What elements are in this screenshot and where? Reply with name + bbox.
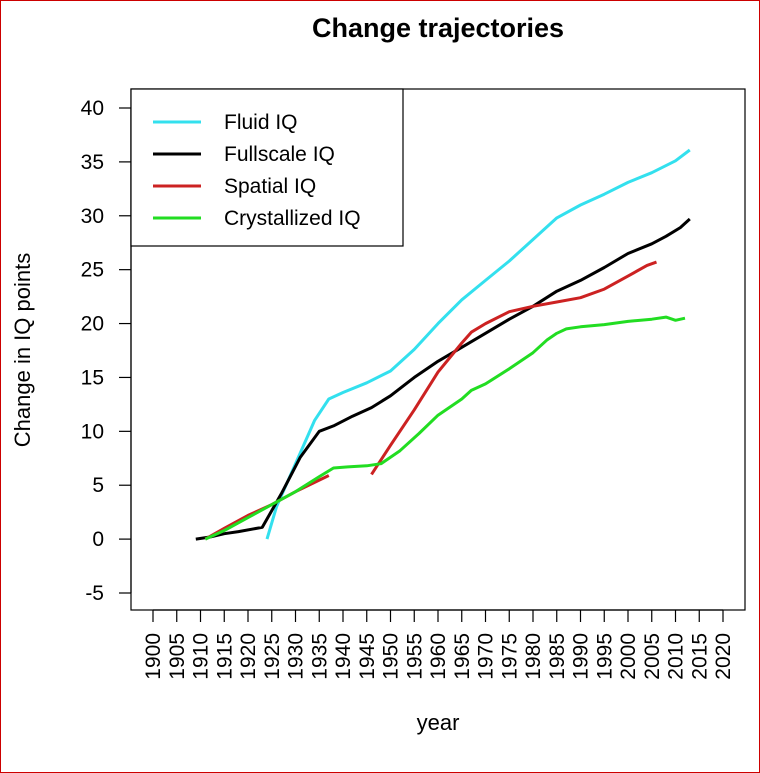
y-tick-label: 20 [81,313,104,336]
x-tick-label: 1995 [593,633,616,680]
x-tick-label: 1990 [570,633,593,680]
x-tick-label: 2005 [641,633,664,680]
legend: Fluid IQ Fullscale IQ Spatial IQ Crystalliz… [130,88,404,247]
series-line-fluid-iq [265,148,691,540]
x-tick-label: 1960 [427,633,450,680]
series-line-crystallized-iq [204,315,686,541]
x-tick-label: 1910 [190,633,213,680]
y-tick-label: 35 [81,151,104,174]
y-tick-label: 30 [81,205,104,228]
x-tick-label: 1970 [475,633,498,680]
x-tick-label: 2000 [617,633,640,680]
y-tick-label: 25 [81,259,104,282]
legend-entry: Crystallized IQ [224,207,361,230]
x-tick-label: 1985 [546,633,569,680]
legend-entry: Spatial IQ [224,175,316,198]
legend-entry: Fluid IQ [224,111,298,134]
y-axis-label: Change in IQ points [10,253,35,447]
chart-title: Change trajectories [312,13,564,43]
y-axis: -5 0 5 10 15 20 25 30 35 40 [81,97,132,605]
y-tick-label: 15 [81,366,104,389]
y-tick-label: 40 [81,97,104,120]
series-line-fullscale-iq [195,217,691,541]
y-tick-label: -5 [85,582,104,605]
x-tick-label: 2010 [665,633,688,680]
y-tick-label: 5 [92,474,104,497]
x-tick-label: 1955 [403,633,426,680]
x-tick-label: 1980 [522,633,545,680]
x-tick-label: 1950 [380,633,403,680]
x-tick-label: 1940 [332,633,355,680]
x-tick-label: 1900 [142,633,165,680]
x-tick-label: 2015 [688,633,711,680]
x-tick-label: 1945 [356,633,379,680]
y-tick-label: 0 [92,528,104,551]
x-tick-label: 1915 [213,633,236,680]
x-tick-label: 2020 [712,633,735,680]
x-tick-label: 1935 [308,633,331,680]
x-tick-label: 1930 [285,633,308,680]
x-tick-label: 1905 [166,633,189,680]
legend-entry: Fullscale IQ [224,143,335,166]
y-tick-label: 10 [81,420,104,443]
legend-box [130,88,404,247]
series-layer [195,148,691,541]
x-tick-label: 1925 [261,633,284,680]
x-axis: 1900 1905 1910 1915 1920 1925 1930 1935 1940 1945… [142,609,735,680]
x-tick-label: 1965 [451,633,474,680]
x-tick-label: 1975 [498,633,521,680]
x-axis-label: year [417,710,460,735]
x-tick-label: 1920 [237,633,260,680]
series-line-spatial-iq [370,260,657,476]
